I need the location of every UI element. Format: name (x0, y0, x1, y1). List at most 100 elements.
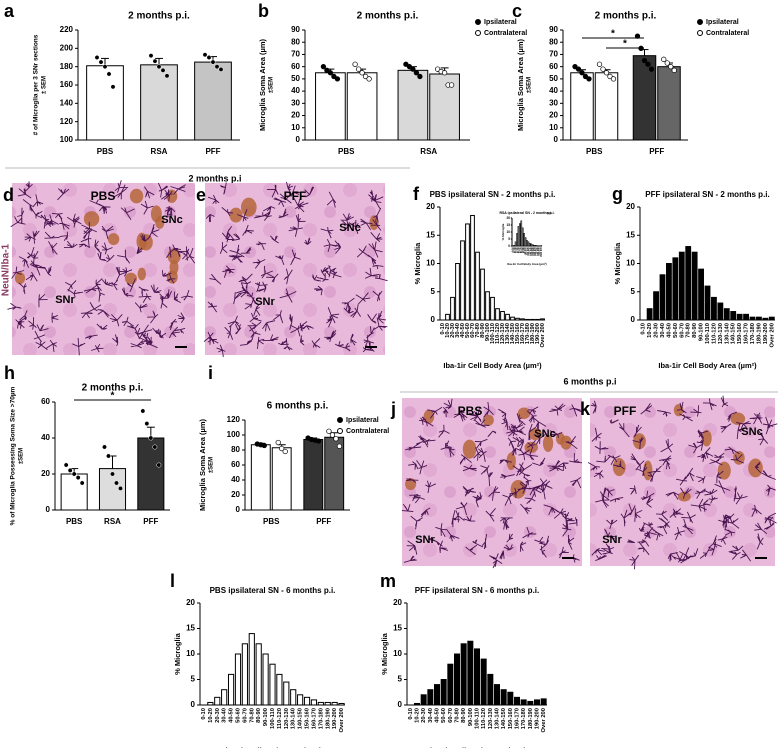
section-header: 2 months p.i (188, 173, 241, 183)
x-tick-label: 70-80 (475, 323, 481, 338)
y-axis-label: % Microglia (613, 242, 622, 285)
bar (303, 696, 311, 706)
bar (480, 658, 487, 706)
x-tick-label: 130-140 (495, 708, 501, 729)
y-tick-label: 80 (231, 445, 240, 454)
data-point (582, 73, 589, 80)
bar (248, 633, 255, 706)
bar (768, 316, 775, 321)
bar (540, 698, 547, 706)
x-tick-label: 30-40 (660, 323, 666, 338)
x-tick-label: 190-200 (535, 708, 541, 729)
x-tick-label: 110-120 (528, 246, 530, 255)
data-point (641, 57, 648, 64)
y-axis-label: % Microglia (380, 632, 389, 675)
neuron (14, 272, 26, 285)
significance-label: * (623, 39, 627, 50)
bar (524, 237, 527, 247)
x-tick-label: 20-30 (421, 708, 427, 723)
bar (534, 699, 540, 706)
data-point (148, 53, 154, 59)
x-tick-label: 60-70 (679, 323, 685, 338)
x-tick-label: Over 200 (541, 246, 543, 256)
x-tick-label: 80-90 (461, 708, 467, 723)
data-point (282, 448, 288, 455)
chart-title: PBS ipsilateral SN - 6 months p.i. (210, 586, 336, 595)
bar (454, 653, 460, 706)
bar (685, 246, 692, 321)
x-tick-label: 190-200 (763, 323, 769, 344)
bar (490, 296, 495, 321)
data-point (403, 61, 409, 67)
panel-letter: g (612, 184, 623, 204)
neuron (155, 215, 165, 229)
y-tick-label: 200 (60, 43, 74, 52)
data-point (152, 58, 158, 64)
bar (515, 317, 520, 321)
x-tick-label: 80-90 (524, 246, 526, 253)
x-tick-label: 150-160 (515, 323, 521, 344)
bar (485, 291, 490, 321)
x-tick-label: Over 200 (541, 708, 547, 733)
bar (255, 643, 262, 706)
x-tick-label: Over 200 (769, 323, 775, 348)
x-axis-label: Iba-1ir Cell Body Area (µm²) (507, 262, 546, 266)
x-tick-label: 50-60 (236, 708, 242, 723)
y-tick-label: 100 (60, 135, 74, 144)
x-tick-label: PFF (143, 517, 158, 526)
neuron (129, 188, 144, 204)
data-point (275, 439, 281, 446)
bar (465, 223, 470, 321)
region-label: SNc (339, 222, 360, 234)
neuron (137, 267, 147, 281)
y-tick-label: 160 (60, 80, 74, 89)
region-label: SNr (55, 294, 75, 306)
panel-letter: h (4, 363, 15, 383)
bar (530, 318, 535, 321)
bar (653, 291, 659, 321)
panel-letter: f (413, 184, 420, 204)
y-tick-label: 60 (291, 62, 300, 71)
x-tick-label: PFF (649, 147, 664, 156)
x-tick-label: 0-10 (201, 708, 207, 720)
neuron (701, 429, 712, 447)
microglia (401, 398, 583, 569)
x-tick-label: 130-140 (505, 323, 511, 344)
y-tick-label: 5 (508, 237, 510, 241)
y-tick-label: 20 (231, 490, 240, 499)
panel-letter: d (3, 185, 14, 205)
x-tick-label: 90-100 (485, 323, 491, 341)
bar (467, 640, 474, 706)
panel-letter: j (390, 399, 396, 419)
data-point (410, 66, 416, 72)
y-axis-label: % Microglia (413, 242, 422, 285)
chart-title: PFF ipsilateral SN - 2 months p.i. (645, 190, 769, 199)
bar (338, 702, 345, 706)
data-point (334, 76, 341, 82)
bar (480, 268, 485, 321)
chart-title: PBS ipsilateral SN - 2 months p.i. (430, 190, 556, 199)
data-point (210, 59, 216, 65)
bar (678, 251, 685, 321)
data-point (329, 432, 336, 438)
x-tick-label: 170-180 (521, 708, 527, 729)
bar (271, 447, 292, 511)
neuron (717, 461, 731, 480)
bar (276, 673, 283, 706)
x-axis-label: Iba-1ir Cell Body Area (µm²) (658, 361, 757, 370)
y-tick-label: 60 (549, 62, 558, 71)
data-point (156, 64, 162, 70)
data-point (144, 421, 150, 427)
neuron (560, 435, 572, 450)
bar (427, 689, 434, 706)
y-tick-label: 120 (227, 415, 241, 424)
bar (526, 240, 528, 247)
y-tick-label: 5 (398, 675, 403, 684)
x-tick-label: 170-180 (525, 323, 531, 344)
bar (749, 316, 756, 321)
y-tick-label: 40 (231, 475, 240, 484)
chart-title: PFF ipsilateral SN - 6 months p.i. (415, 586, 539, 595)
chart-title: 2 months p.i. (128, 11, 190, 22)
x-tick-label: 120-130 (500, 323, 506, 344)
data-point (448, 82, 455, 88)
